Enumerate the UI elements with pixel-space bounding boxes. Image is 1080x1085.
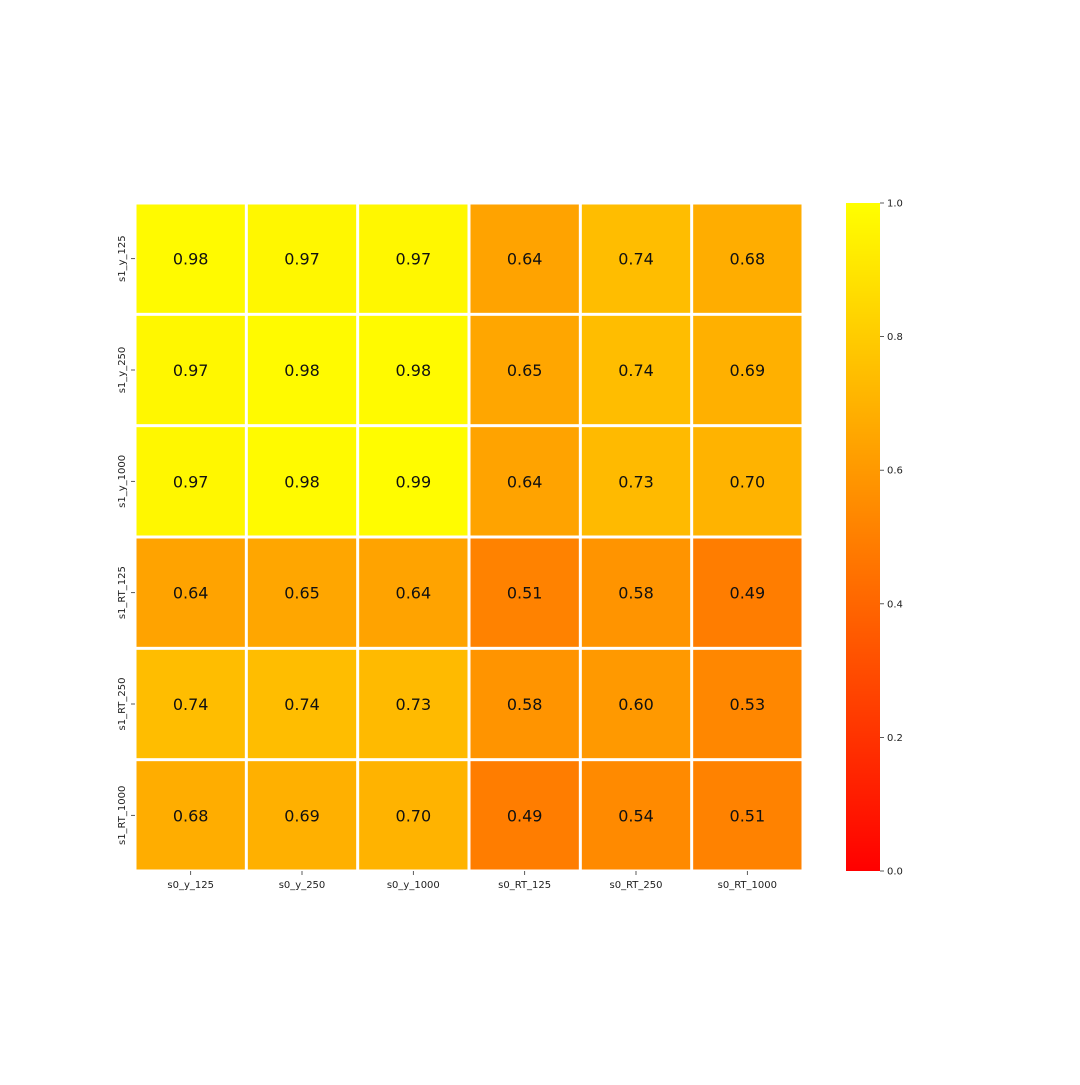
colorbar-tick-label: 0.6 <box>887 466 903 477</box>
cell-value-label: 0.97 <box>173 472 209 491</box>
cell-value-label: 0.73 <box>396 695 432 714</box>
x-tick-label: s0_RT_250 <box>610 880 663 891</box>
cell-value-label: 0.74 <box>284 695 320 714</box>
heatmap-cell-r0-c3 <box>470 204 579 313</box>
heatmap-cell-r5-c5 <box>693 761 802 870</box>
colorbar: 0.0 0.2 0.4 0.6 0.8 1.0 <box>846 199 903 878</box>
cell-value-label: 0.64 <box>507 250 543 269</box>
heatmap-cell-r2-c5 <box>693 427 802 536</box>
cell-value-label: 0.97 <box>396 250 432 269</box>
cell-value-label: 0.64 <box>507 472 543 491</box>
cell-value-label: 0.53 <box>730 695 766 714</box>
heatmap-cell-r4-c1 <box>247 649 357 759</box>
x-tick-label: s0_RT_1000 <box>718 880 777 891</box>
colorbar-tick-label: 0.8 <box>887 332 903 343</box>
cell-value-label: 0.64 <box>396 584 432 603</box>
heatmap-cell-r0-c4 <box>581 204 691 313</box>
cell-value-label: 0.97 <box>173 361 209 380</box>
colorbar-tick-label: 1.0 <box>887 199 903 210</box>
cell-value-label: 0.49 <box>730 584 766 603</box>
x-tick-label: s0_y_250 <box>279 880 326 891</box>
cell-value-label: 0.98 <box>173 250 209 269</box>
cell-value-label: 0.58 <box>618 584 654 603</box>
cell-value-label: 0.70 <box>396 806 432 825</box>
colorbar-ticks: 0.0 0.2 0.4 0.6 0.8 1.0 <box>880 199 903 878</box>
heatmap-cells: 0.98 0.97 0.97 0.64 0.74 0.68 0.97 0.98 0.98 0.65… <box>136 204 802 870</box>
heatmap-cell-r2-c2 <box>359 427 468 536</box>
x-axis: s0_y_125 s0_y_250 s0_y_1000 s0_RT_125 s0_RT_… <box>167 871 777 891</box>
heatmap-cell-r3-c4 <box>581 538 691 647</box>
heatmap-cell-r2-c0 <box>136 427 245 536</box>
cell-value-label: 0.70 <box>730 472 766 491</box>
cell-value-label: 0.65 <box>284 584 320 603</box>
y-tick-label: s1_y_250 <box>117 347 128 394</box>
heatmap-cell-r4-c2 <box>359 649 468 759</box>
cell-value-label: 0.68 <box>173 806 209 825</box>
y-tick-label: s1_RT_125 <box>117 566 128 619</box>
cell-value-label: 0.54 <box>618 806 654 825</box>
colorbar-tick-label: 0.2 <box>887 733 903 744</box>
heatmap-cell-r5-c4 <box>581 761 691 870</box>
heatmap-cell-r0-c0 <box>136 204 245 313</box>
heatmap-cell-r1-c1 <box>247 315 357 425</box>
cell-value-label: 0.73 <box>618 472 654 491</box>
heatmap-cell-r4-c5 <box>693 649 802 759</box>
heatmap-cell-r3-c1 <box>247 538 357 647</box>
colorbar-tick-label: 0.0 <box>887 867 903 878</box>
heatmap-cell-r1-c0 <box>136 315 245 425</box>
x-tick-label: s0_y_125 <box>167 880 214 891</box>
heatmap-cell-r1-c4 <box>581 315 691 425</box>
heatmap-cell-r5-c3 <box>470 761 579 870</box>
cell-value-label: 0.68 <box>730 250 766 269</box>
y-tick-label: s1_y_125 <box>117 235 128 282</box>
heatmap-cell-r3-c3 <box>470 538 579 647</box>
cell-value-label: 0.64 <box>173 584 209 603</box>
cell-value-label: 0.99 <box>396 472 432 491</box>
x-tick-label: s0_RT_125 <box>498 880 551 891</box>
heatmap-cell-r5-c2 <box>359 761 468 870</box>
cell-value-label: 0.74 <box>618 361 654 380</box>
y-axis: s1_y_125 s1_y_250 s1_y_1000 s1_RT_125 s1_RT_… <box>117 235 135 845</box>
heatmap-cell-r0-c2 <box>359 204 468 313</box>
cell-value-label: 0.65 <box>507 361 543 380</box>
heatmap-cell-r0-c1 <box>247 204 357 313</box>
heatmap-cell-r1-c2 <box>359 315 468 425</box>
heatmap-cell-r3-c5 <box>693 538 802 647</box>
x-tick-label: s0_y_1000 <box>387 880 440 891</box>
cell-value-label: 0.74 <box>618 250 654 269</box>
cell-value-label: 0.74 <box>173 695 209 714</box>
heatmap-cell-r3-c2 <box>359 538 468 647</box>
heatmap-cell-r0-c5 <box>693 204 802 313</box>
cell-value-label: 0.98 <box>396 361 432 380</box>
heatmap-cell-r1-c3 <box>470 315 579 425</box>
heatmap-cell-r2-c3 <box>470 427 579 536</box>
cell-value-label: 0.51 <box>730 806 766 825</box>
heatmap-cell-r5-c0 <box>136 761 245 870</box>
cell-value-label: 0.97 <box>284 250 320 269</box>
cell-value-label: 0.58 <box>507 695 543 714</box>
cell-value-label: 0.60 <box>618 695 654 714</box>
cell-value-label: 0.49 <box>507 806 543 825</box>
heatmap-cell-r4-c0 <box>136 649 245 759</box>
colorbar-gradient <box>846 203 880 871</box>
heatmap-cell-r2-c1 <box>247 427 357 536</box>
heatmap-cell-r3-c0 <box>136 538 245 647</box>
y-tick-label: s1_y_1000 <box>117 455 128 508</box>
heatmap-cell-r5-c1 <box>247 761 357 870</box>
heatmap-cell-r4-c3 <box>470 649 579 759</box>
cell-value-label: 0.98 <box>284 472 320 491</box>
colorbar-tick-label: 0.4 <box>887 599 903 610</box>
cell-value-label: 0.51 <box>507 584 543 603</box>
y-tick-label: s1_RT_250 <box>117 678 128 731</box>
heatmap-cell-r4-c4 <box>581 649 691 759</box>
heatmap-cell-r2-c4 <box>581 427 691 536</box>
cell-value-label: 0.69 <box>284 806 320 825</box>
cell-value-label: 0.98 <box>284 361 320 380</box>
heatmap-cell-r1-c5 <box>693 315 802 425</box>
cell-value-label: 0.69 <box>730 361 766 380</box>
y-tick-label: s1_RT_1000 <box>117 786 128 845</box>
